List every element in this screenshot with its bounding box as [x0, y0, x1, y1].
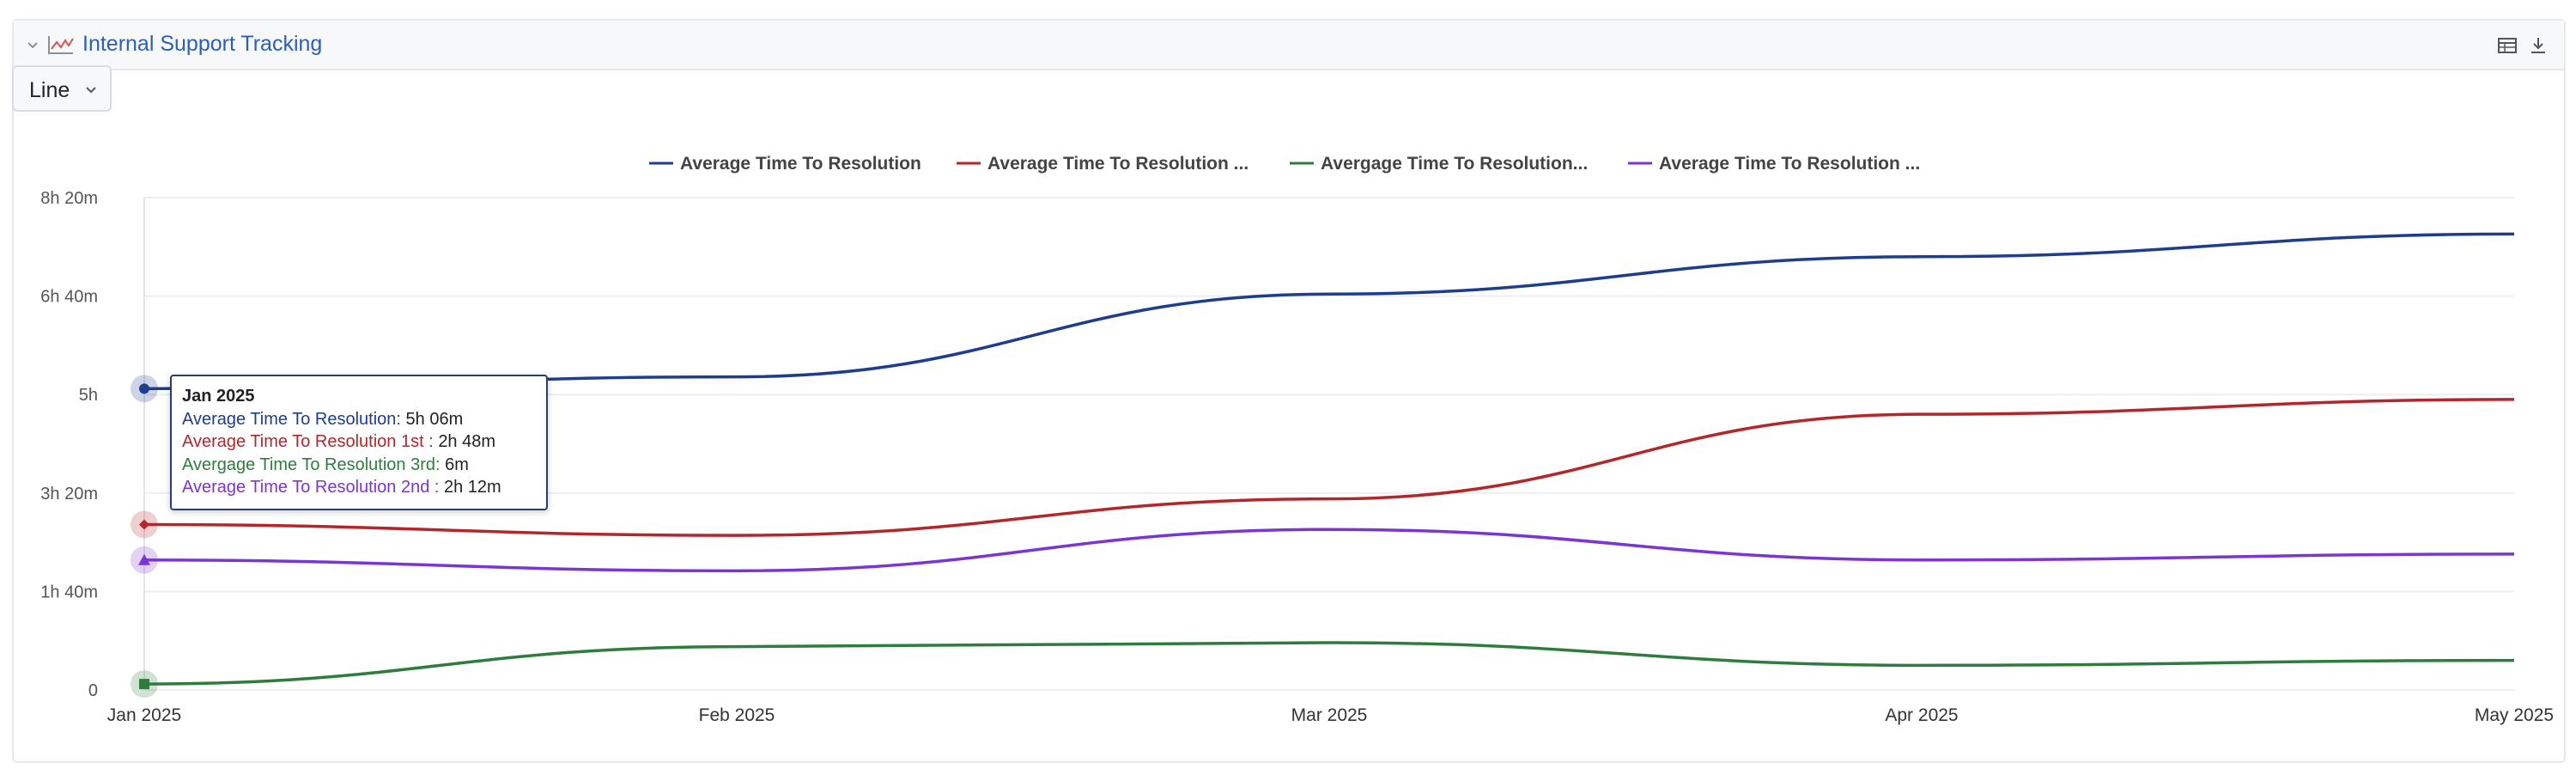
legend-label: Average Time To Resolution — [680, 154, 921, 174]
y-tick-label: 3h 20m — [40, 485, 98, 503]
tooltip-label: Avergage Time To Resolution 3rd: — [182, 455, 446, 474]
legend-label: Average Time To Resolution ... — [987, 154, 1249, 174]
tooltip-row: Average Time To Resolution: 5h 06m — [182, 408, 536, 431]
tooltip-value: 6m — [445, 455, 469, 474]
chart-tooltip: Jan 2025 Average Time To Resolution: 5h … — [170, 375, 548, 510]
y-tick-label: 0 — [88, 681, 98, 700]
x-tick-label: May 2025 — [2475, 705, 2554, 725]
x-tick-label: Jan 2025 — [107, 705, 181, 725]
x-tick-label: Apr 2025 — [1885, 705, 1958, 725]
chevron-down-icon[interactable] — [24, 36, 41, 53]
panel-header: Internal Support Tracking — [14, 21, 2564, 70]
highlight-markers — [131, 375, 158, 699]
series-line — [143, 641, 2515, 686]
y-tick-label: 8h 20m — [40, 189, 98, 208]
tooltip-label: Average Time To Resolution: — [182, 409, 406, 429]
series-line — [143, 398, 2515, 537]
data-point — [138, 553, 150, 565]
tooltip-row: Avergage Time To Resolution 3rd: 6m — [182, 454, 536, 477]
table-icon[interactable] — [2495, 34, 2519, 58]
tooltip-value: 2h 12m — [444, 478, 501, 497]
series-line — [143, 528, 2515, 573]
legend-label: Average Time To Resolution ... — [1659, 154, 1920, 174]
chevron-down-icon — [86, 87, 96, 94]
series-line — [143, 232, 2515, 391]
data-point — [139, 383, 149, 394]
legend: Average Time To Resolution Average Time T… — [649, 154, 1920, 174]
x-tick-label: Mar 2025 — [1291, 705, 1368, 725]
tooltip-label: Average Time To Resolution 2nd : — [182, 478, 444, 497]
tooltip-value: 2h 48m — [438, 432, 496, 451]
axes: 0 1h 40m 3h 20m 5h 6h 40m 8h 20m Jan 2025 Feb 2… — [40, 189, 2554, 725]
data-point — [139, 679, 149, 690]
data-point — [139, 519, 149, 530]
tooltip-value: 5h 06m — [405, 409, 464, 429]
x-tick-label: Feb 2025 — [699, 705, 775, 725]
tooltip-title: Jan 2025 — [182, 387, 255, 406]
y-tick-label: 1h 40m — [40, 583, 98, 601]
download-icon[interactable] — [2526, 34, 2550, 58]
tooltip-row: Average Time To Resolution 1st : 2h 48m — [182, 430, 536, 454]
y-tick-label: 5h — [79, 386, 98, 405]
chart-type-label: Line — [29, 78, 70, 102]
y-tick-label: 6h 40m — [40, 288, 98, 307]
tooltip-row: Average Time To Resolution 2nd : 2h 12m — [182, 476, 536, 499]
panel-title[interactable]: Internal Support Tracking — [82, 32, 323, 56]
chart-type-select[interactable]: Line — [12, 65, 112, 112]
tooltip-label: Average Time To Resolution 1st : — [182, 432, 439, 451]
line-chart-icon — [48, 36, 74, 54]
legend-label: Avergage Time To Resolution... — [1321, 154, 1588, 174]
